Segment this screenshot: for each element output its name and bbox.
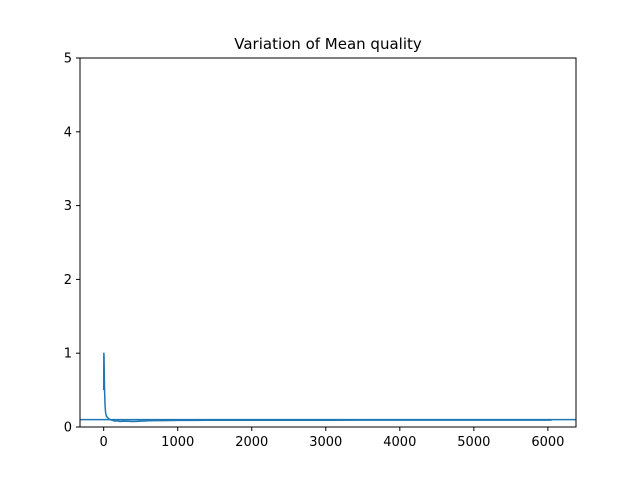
x-axis: 0 1000 2000 3000 4000 5000 6000 (100, 427, 564, 450)
y-axis: 0 1 2 3 4 5 (64, 52, 80, 436)
series-line-0 (102, 352, 552, 423)
x-tick-label: 0 (100, 435, 108, 450)
y-tick-label: 0 (64, 421, 72, 436)
y-tick-label: 3 (64, 199, 72, 214)
x-tick-label: 5000 (457, 435, 490, 450)
x-tick-label: 1000 (161, 435, 194, 450)
y-tick-label: 1 (64, 347, 72, 362)
y-tick-label: 5 (64, 52, 72, 67)
plot-frame (79, 57, 577, 428)
x-tick-label: 4000 (383, 435, 416, 450)
x-tick-label: 3000 (309, 435, 342, 450)
x-tick-label: 2000 (235, 435, 268, 450)
y-tick-label: 4 (64, 125, 72, 140)
x-tick-label: 6000 (531, 435, 564, 450)
chart-title: Variation of Mean quality (234, 35, 422, 53)
plot-content (80, 352, 576, 423)
y-tick-label: 2 (64, 273, 72, 288)
